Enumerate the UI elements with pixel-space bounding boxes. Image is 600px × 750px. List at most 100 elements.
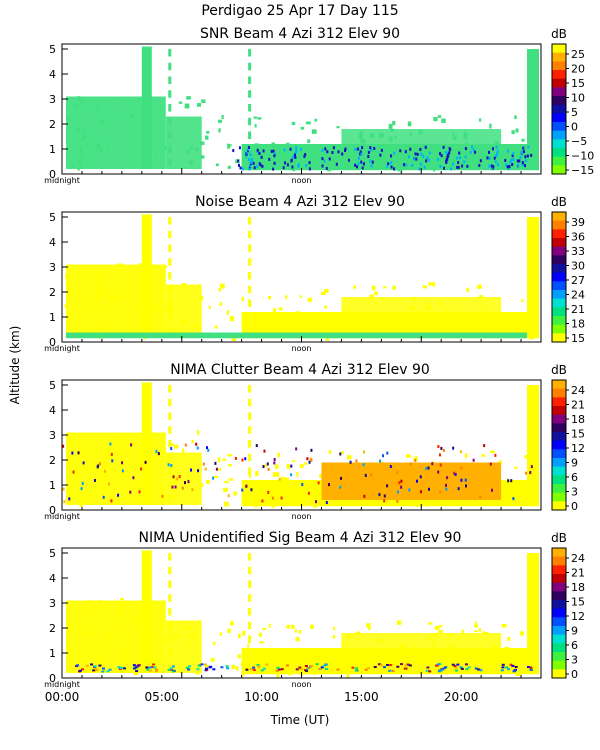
data-speck (206, 446, 209, 450)
data-speck (231, 336, 237, 342)
data-speck (207, 448, 210, 452)
data-speck (100, 119, 106, 124)
data-speck (90, 663, 94, 666)
data-speck (110, 499, 113, 503)
data-speck (430, 282, 435, 285)
data-speck (282, 166, 285, 170)
data-speck (335, 162, 338, 166)
data-speck (208, 305, 211, 309)
data-speck (65, 433, 71, 438)
data-speck (173, 444, 179, 449)
data-speck (290, 624, 295, 629)
data-speck (209, 665, 213, 668)
data-speck (254, 503, 258, 508)
noon-label: noon (292, 176, 312, 185)
data-region (248, 566, 252, 575)
data-speck (84, 452, 89, 456)
data-speck (503, 658, 508, 661)
data-speck (171, 485, 174, 489)
data-region (321, 462, 502, 500)
data-speck (360, 152, 363, 156)
data-speck (152, 160, 155, 163)
data-speck (474, 667, 478, 670)
data-speck (282, 158, 288, 164)
data-speck (295, 149, 298, 153)
data-speck (428, 657, 432, 662)
data-speck (305, 164, 308, 168)
data-speck (256, 150, 259, 154)
data-speck (340, 320, 344, 324)
noon-label: noon (292, 344, 312, 353)
colorbar-segment (552, 388, 566, 398)
data-speck (304, 462, 308, 465)
colorbar-tick-label: 24 (571, 289, 585, 302)
data-speck (307, 667, 311, 670)
data-speck (273, 154, 276, 158)
data-speck (76, 96, 81, 101)
data-region (341, 297, 502, 312)
data-speck (206, 479, 210, 484)
data-speck (405, 328, 411, 333)
data-speck (471, 145, 474, 149)
data-speck (307, 139, 311, 144)
data-speck (241, 661, 245, 667)
data-speck (522, 150, 525, 154)
data-speck (317, 481, 320, 485)
data-speck (196, 446, 199, 450)
data-speck (161, 494, 164, 498)
data-speck (137, 664, 141, 667)
data-speck (355, 658, 360, 662)
data-speck (459, 156, 462, 160)
colorbar-frame (551, 43, 567, 175)
data-speck (388, 123, 393, 129)
data-region (248, 327, 252, 335)
data-speck (176, 477, 179, 481)
data-speck (323, 671, 327, 675)
data-speck (75, 645, 80, 649)
data-region (168, 131, 172, 139)
data-speck (115, 630, 120, 635)
data-speck (165, 307, 170, 313)
data-speck (109, 295, 114, 301)
data-speck (437, 115, 442, 118)
data-speck (110, 290, 114, 294)
data-speck (497, 163, 500, 167)
data-speck (354, 147, 357, 151)
data-speck (101, 670, 105, 673)
data-speck (517, 163, 520, 167)
data-speck (430, 649, 433, 653)
data-speck (259, 158, 263, 162)
data-speck (305, 321, 311, 327)
data-speck (101, 667, 105, 670)
colorbar-segment (552, 78, 566, 88)
data-speck (359, 152, 362, 156)
data-speck (324, 663, 328, 666)
data-speck (164, 145, 167, 151)
data-speck (260, 155, 263, 159)
panel-1: SNR Beam 4 Azi 312 Elev 90 0 1 2 3 4 5 midnight… (44, 26, 594, 185)
y-tick-label: 5 (49, 211, 56, 224)
data-speck (383, 494, 386, 498)
data-speck (197, 430, 200, 435)
data-speck (146, 150, 151, 153)
data-speck (195, 442, 198, 446)
data-speck (135, 670, 139, 673)
data-speck (256, 663, 260, 666)
data-speck (351, 666, 355, 669)
data-speck (394, 669, 399, 673)
data-speck (443, 166, 446, 170)
data-speck (110, 114, 114, 118)
data-speck (298, 630, 302, 634)
data-speck (319, 474, 323, 479)
panel-3: NIMA Clutter Beam 4 Azi 312 Elev 9001234… (44, 362, 585, 521)
data-speck (94, 486, 98, 489)
data-speck (525, 471, 528, 475)
data-speck (456, 156, 459, 160)
data-speck (295, 447, 298, 451)
data-speck (75, 103, 79, 108)
data-speck (428, 487, 431, 491)
data-speck (465, 668, 469, 671)
data-speck (106, 670, 110, 673)
data-speck (308, 161, 311, 165)
data-speck (97, 272, 101, 277)
